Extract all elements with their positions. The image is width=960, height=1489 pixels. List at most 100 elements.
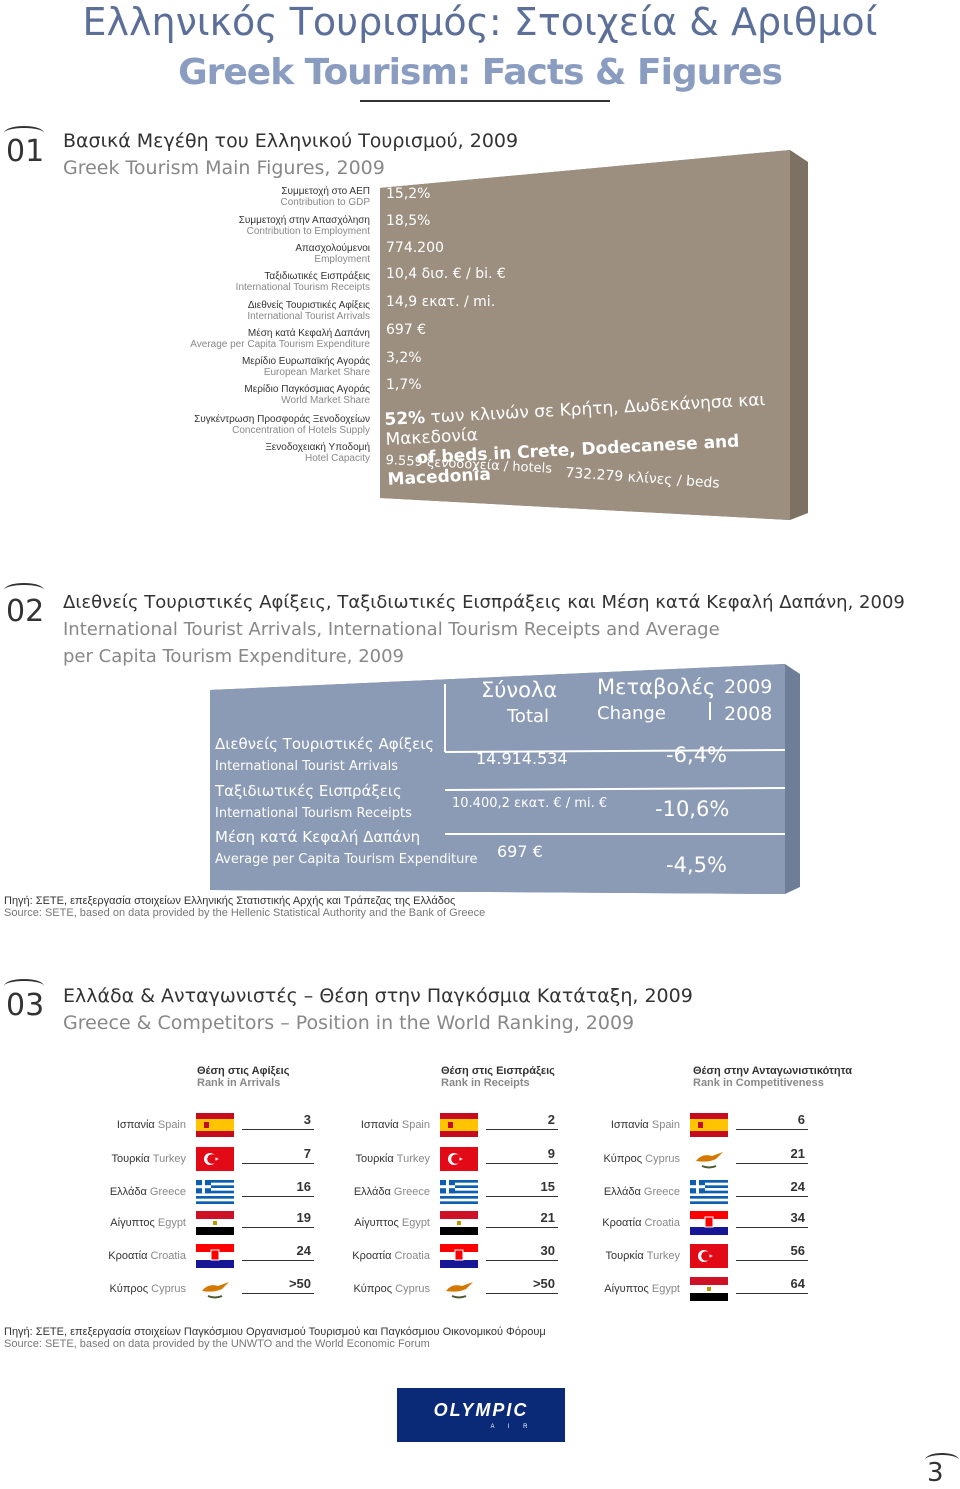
figure-label-greek: Μέση κατά Κεφαλή Δαπάνη: [247, 328, 370, 339]
section-arc: [4, 979, 44, 993]
croatia-flag-icon: [196, 1244, 234, 1268]
section-arc: [4, 126, 44, 140]
indicators-panel: [210, 664, 800, 894]
rank-value: 6: [797, 1112, 805, 1127]
rank-value: 34: [790, 1210, 805, 1225]
country-name-english: Cyprus: [151, 1283, 186, 1295]
country-name-english: Spain: [401, 1119, 430, 1131]
figure-value: 774.200: [386, 240, 444, 256]
rank-underline: [736, 1129, 808, 1130]
figure-label-english: Employment: [314, 254, 370, 265]
section-arc: [4, 583, 44, 597]
country-name-english: Greece: [643, 1186, 680, 1198]
figure-label-greek: Συγκέντρωση Προσφοράς Ξενοδοχείων: [194, 414, 370, 425]
figure-label-english: Average per Capita Tourism Expenditure: [190, 339, 370, 350]
concentration-percent: 52%: [384, 407, 426, 430]
rank-value: 3: [303, 1112, 311, 1127]
source-english: Source: SETE, based on data provided by …: [4, 1338, 430, 1350]
country-name: Αίγυπτος Egypt: [340, 1217, 430, 1229]
figure-value: 3,2%: [386, 350, 422, 366]
cyprus-flag-icon: [690, 1147, 728, 1171]
page-number: 3: [927, 1458, 944, 1488]
figure-value: 14,9 εκατ. / mi.: [386, 294, 496, 310]
country-name-english: Turkey: [152, 1153, 186, 1165]
page-title-greek: Ελληνικός Τουρισμός: Στοιχεία & Αριθμοί: [82, 0, 878, 44]
country-name-greek: Κροατία: [352, 1250, 392, 1262]
country-name-greek: Αίγυπτος: [354, 1217, 399, 1229]
figure-label: Συμμετοχή στο ΑΕΠ Contribution to GDP: [110, 186, 371, 208]
spain-flag-icon: [440, 1113, 478, 1137]
rank-value: 9: [547, 1146, 555, 1161]
country-name-greek: Τουρκία: [355, 1153, 394, 1165]
rank-value: 15: [540, 1179, 555, 1194]
country-name: Αίγυπτος Egypt: [590, 1283, 680, 1295]
ranking-header-english: Rank in Receipts: [441, 1077, 530, 1089]
rank-value: 21: [790, 1146, 805, 1161]
row-total: 10.400,2 εκατ. € / mi. €: [452, 796, 608, 811]
section3-source: Πηγή: ΣΕΤΕ, επεξεργασία στοιχείων Παγκόσ…: [4, 1326, 546, 1350]
ranking-header-greek: Θέση στις Εισπράξεις: [441, 1065, 555, 1077]
turkey-flag-icon: [196, 1147, 234, 1171]
country-name-greek: Ελλάδα: [353, 1186, 391, 1198]
figure-value: 10,4 δισ. € / bi. €: [386, 266, 506, 282]
rank-underline: [242, 1196, 314, 1197]
rank-underline: [486, 1293, 558, 1294]
country-name-greek: Αίγυπτος: [110, 1217, 155, 1229]
cyprus-flag-icon: [196, 1277, 234, 1301]
country-name-english: Croatia: [644, 1217, 680, 1229]
figure-label: Διεθνείς Τουριστικές Αφίξεις Internationa…: [110, 300, 370, 322]
page-number-arc: [925, 1453, 959, 1467]
row-total: 697 €: [497, 842, 543, 861]
country-name-greek: Κύπρος: [109, 1283, 149, 1295]
country-name: Ελλάδα Greece: [96, 1186, 186, 1198]
rank-underline: [736, 1260, 808, 1261]
figure-label-english: European Market Share: [263, 367, 370, 378]
country-name: Ισπανία Spain: [96, 1119, 186, 1131]
row-label-english: International Tourist Arrivals: [215, 759, 398, 774]
olympic-air-logo: OLYMPIC A I R: [397, 1388, 565, 1442]
turkey-flag-icon: [440, 1147, 478, 1171]
rank-underline: [736, 1196, 808, 1197]
column-total-english: Total: [507, 706, 550, 727]
figure-label: Απασχολούμενοι Employment: [110, 243, 370, 265]
rank-value: 19: [296, 1210, 311, 1225]
figure-label-english: International Tourism Receipts: [235, 282, 370, 293]
rank-underline: [242, 1293, 314, 1294]
column-total-greek: Σύνολα: [481, 678, 558, 702]
row-total: 14.914.534: [476, 749, 568, 768]
main-figures-wall: [380, 150, 808, 520]
logo-main-text: OLYMPIC: [433, 1400, 529, 1420]
country-name: Αίγυπτος Egypt: [96, 1217, 186, 1229]
country-name-greek: Ισπανία: [610, 1119, 649, 1131]
rank-underline: [242, 1260, 314, 1261]
section-heading-english-line2: per Capita Tourism Expenditure, 2009: [63, 646, 405, 667]
source-greek: Πηγή: ΣΕΤΕ, επεξεργασία στοιχείων Παγκόσ…: [4, 1326, 546, 1338]
rank-value: 30: [540, 1243, 555, 1258]
spain-flag-icon: [196, 1113, 234, 1137]
country-name: Κροατία Croatia: [96, 1250, 186, 1262]
country-name-english: Egypt: [651, 1283, 680, 1295]
source-english: Source: SETE, based on data provided by …: [4, 907, 486, 919]
section-number: 03: [6, 988, 45, 1023]
figure-label-english: Contribution to GDP: [280, 197, 371, 208]
figure-label-greek: Μερίδιο Ευρωπαϊκής Αγοράς: [241, 356, 370, 367]
country-name: Κροατία Croatia: [590, 1217, 680, 1229]
rank-value: 21: [540, 1210, 555, 1225]
figure-label-english: Contribution to Employment: [246, 226, 370, 237]
figure-value: 18,5%: [386, 213, 431, 229]
rank-underline: [486, 1129, 558, 1130]
ranking-header-english: Rank in Arrivals: [197, 1077, 281, 1089]
ranking-column-header: Θέση στις Εισπράξεις Rank in Receipts: [441, 1065, 555, 1089]
ranking-header-greek: Θέση στις Αφίξεις: [197, 1065, 290, 1077]
country-name: Κύπρος Cyprus: [340, 1283, 430, 1295]
rank-underline: [242, 1227, 314, 1228]
title-divider: [360, 100, 610, 102]
country-name-greek: Τουρκία: [111, 1153, 150, 1165]
country-name-english: Egypt: [401, 1217, 430, 1229]
country-name-greek: Κροατία: [108, 1250, 148, 1262]
greece-flag-icon: [440, 1180, 478, 1204]
figure-label: Συγκέντρωση Προσφοράς Ξενοδοχείων Concent…: [110, 414, 370, 436]
section-heading-english: International Tourist Arrivals, Internat…: [63, 619, 720, 640]
country-name: Ισπανία Spain: [340, 1119, 430, 1131]
column-change-english: Change: [597, 703, 666, 724]
